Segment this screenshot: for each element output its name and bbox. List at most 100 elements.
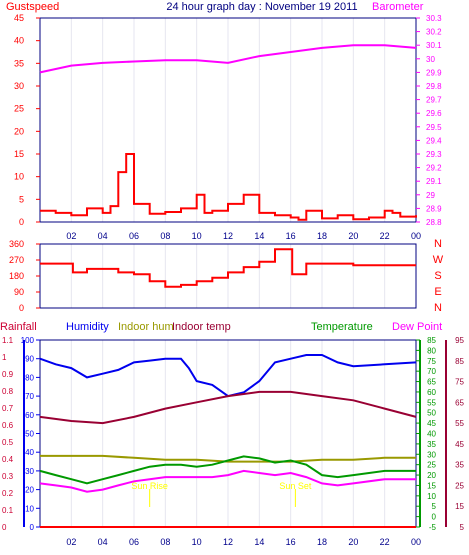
baro-tick-label: 29.9	[426, 68, 442, 77]
x-tick-label-bottom: 20	[348, 537, 358, 547]
chart-title: 24 hour graph day : November 19 2011	[166, 1, 357, 13]
gust-tick-label: 0	[19, 217, 24, 227]
temp-tick-label: 10	[427, 492, 436, 501]
temp-tick-label: 0	[432, 513, 437, 522]
series-layer	[39, 44, 417, 528]
temp-tick-label: 55	[427, 398, 436, 407]
gust-tick-label: 45	[14, 13, 24, 23]
rain-tick-label: 1	[2, 353, 7, 362]
humidity-tick-label: 50	[25, 430, 34, 439]
rain-tick-label: 0.3	[2, 472, 14, 481]
humidity-tick-label: 0	[30, 523, 35, 532]
temp-tick-label: 80	[427, 346, 436, 355]
wind-tick-label: 90	[14, 287, 24, 297]
baro-tick-label: 28.9	[426, 204, 442, 213]
series-gustspeed	[40, 153, 417, 221]
gustspeed-label: Gustspeed	[6, 1, 59, 13]
series-humidity	[39, 354, 417, 398]
rainfall-label: Rainfall	[0, 321, 37, 333]
compass-label: N	[434, 238, 442, 250]
x-tick-label-bottom: 00	[411, 537, 421, 547]
rain-tick-label: 0.4	[2, 455, 14, 464]
indoor-temp-label: Indoor temp	[172, 321, 231, 333]
dew-point-label: Dew Point	[392, 321, 442, 333]
temp-tick-label: 50	[427, 409, 436, 418]
x-tick-label-bottom: 22	[380, 537, 390, 547]
humidity-tick-label: 90	[25, 355, 34, 364]
x-tick-label-top: 08	[160, 231, 170, 241]
temperature-label: Temperature	[311, 321, 373, 333]
baro-tick-label: 29.2	[426, 164, 442, 173]
baro-tick-label: 30.3	[426, 14, 442, 23]
temp-tick-label: 35	[427, 440, 436, 449]
grid-layer	[23, 17, 447, 528]
x-tick-label-top: 20	[348, 231, 358, 241]
dew-tick-label: 45	[455, 440, 464, 449]
gust-tick-label: 10	[14, 172, 24, 182]
x-tick-label-bottom: 04	[98, 537, 108, 547]
x-tick-label-bottom: 08	[160, 537, 170, 547]
rain-tick-label: 0.6	[2, 421, 14, 430]
rain-tick-label: 0.7	[2, 404, 14, 413]
dew-tick-label: 15	[455, 502, 464, 511]
baro-tick-label: 29.6	[426, 109, 442, 118]
compass-label: W	[433, 254, 444, 266]
series-temperature	[39, 455, 416, 485]
temp-tick-label: 70	[427, 367, 436, 376]
dew-tick-label: 5	[460, 523, 465, 532]
x-tick-label-top: 16	[286, 231, 296, 241]
temp-tick-label: 60	[427, 388, 436, 397]
dew-tick-label: 55	[455, 419, 464, 428]
rain-tick-label: 0.9	[2, 370, 14, 379]
x-tick-label-bottom: 12	[223, 537, 233, 547]
series-barometer	[39, 44, 417, 74]
dew-tick-label: 95	[455, 336, 464, 345]
x-tick-label-bottom: 18	[317, 537, 327, 547]
wind-tick-label: 180	[9, 271, 24, 281]
temp-tick-label: 5	[432, 502, 437, 511]
temp-tick-label: 30	[427, 450, 436, 459]
humidity-tick-label: 70	[25, 392, 34, 401]
temp-tick-label: 20	[427, 471, 436, 480]
x-tick-label-top: 10	[192, 231, 202, 241]
x-tick-label-top: 00	[411, 231, 421, 241]
temp-tick-label: 45	[427, 419, 436, 428]
x-tick-label-bottom: 06	[129, 537, 139, 547]
wind-tick-label: 360	[9, 239, 24, 249]
dew-tick-label: 65	[455, 398, 464, 407]
series-indoor-temp	[39, 390, 417, 425]
x-tick-label-bottom: 14	[254, 537, 264, 547]
x-tick-label-top: 06	[129, 231, 139, 241]
baro-tick-label: 28.8	[426, 218, 442, 227]
sunset-label: Sun Set	[279, 481, 312, 491]
gust-tick-label: 15	[14, 149, 24, 159]
x-tick-label-top: 04	[98, 231, 108, 241]
temp-tick-label: 65	[427, 378, 436, 387]
humidity-tick-label: 60	[25, 411, 34, 420]
humidity-tick-label: 100	[21, 336, 35, 345]
temp-tick-label: 15	[427, 481, 436, 490]
rain-tick-label: 0.8	[2, 387, 14, 396]
compass-label: N	[434, 302, 442, 314]
humidity-tick-label: 10	[25, 504, 34, 513]
series-indoor-hum	[40, 454, 416, 463]
x-tick-label-bottom: 16	[286, 537, 296, 547]
rain-tick-label: 0.2	[2, 489, 14, 498]
baro-tick-label: 29.1	[426, 177, 442, 186]
temp-tick-label: 25	[427, 461, 436, 470]
humidity-tick-label: 30	[25, 467, 34, 476]
temp-tick-label: 75	[427, 357, 436, 366]
gust-tick-label: 30	[14, 81, 24, 91]
temp-tick-label: 40	[427, 430, 436, 439]
x-tick-label-top: 14	[254, 231, 264, 241]
humidity-label: Humidity	[66, 321, 109, 333]
baro-tick-label: 29.8	[426, 82, 442, 91]
dew-tick-label: 35	[455, 461, 464, 470]
x-tick-label-top: 12	[223, 231, 233, 241]
baro-tick-label: 30.1	[426, 41, 442, 50]
gust-tick-label: 40	[14, 36, 24, 46]
x-tick-label-bottom: 10	[192, 537, 202, 547]
gust-tick-label: 35	[14, 58, 24, 68]
